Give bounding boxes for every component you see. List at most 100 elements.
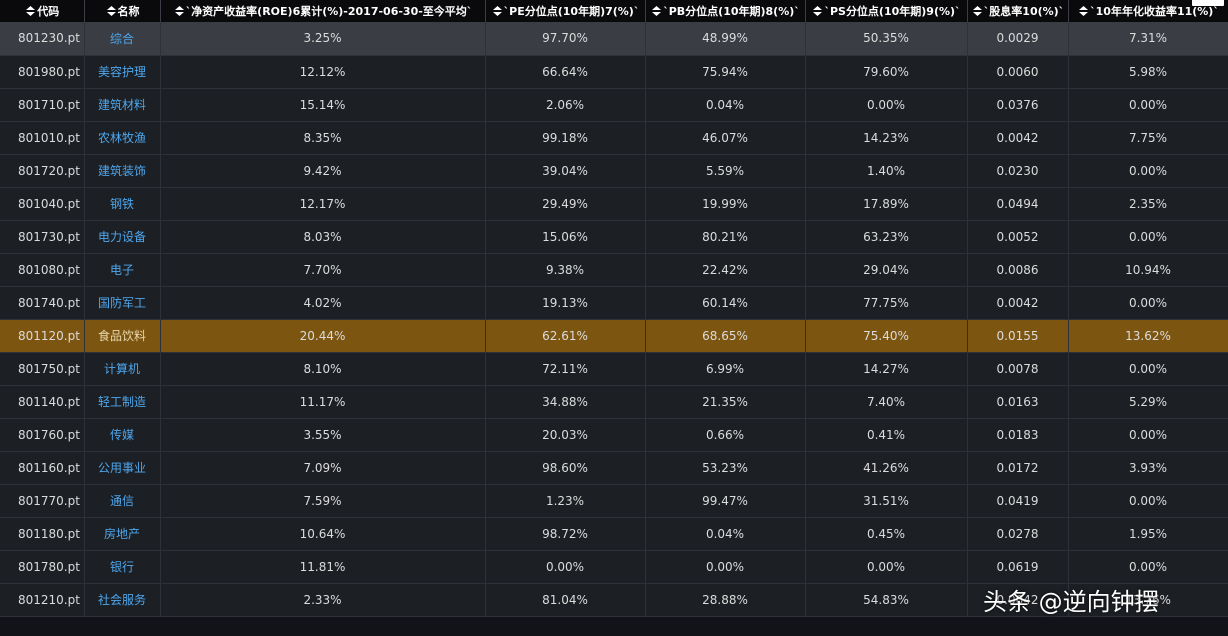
- pb-percentile-cell: 28.88%: [645, 583, 806, 617]
- sort-arrows-icon[interactable]: [972, 6, 982, 16]
- sort-arrows-icon[interactable]: [174, 6, 184, 16]
- name-link[interactable]: 电子: [84, 253, 161, 287]
- column-header-label: `PS分位点(10年期)9(%)`: [824, 5, 961, 18]
- sort-arrows-icon[interactable]: [1079, 6, 1089, 16]
- table-row[interactable]: 801080.pt 电子 7.70% 9.38% 22.42% 29.04% 0.0086 1…: [0, 253, 1228, 287]
- name-link[interactable]: 房地产: [84, 517, 161, 551]
- annual-return-cell: 0.00%: [1068, 352, 1228, 386]
- name-link[interactable]: 传媒: [84, 418, 161, 452]
- table-row[interactable]: 801120.pt 食品饮料 20.44% 62.61% 68.65% 75.40% 0.0…: [0, 319, 1228, 353]
- ps-percentile-cell: 75.40%: [805, 319, 968, 353]
- dividend-yield-cell: 0.0042: [967, 121, 1069, 155]
- code-cell: 801210.pt: [0, 583, 85, 617]
- table-row[interactable]: 801180.pt 房地产 10.64% 98.72% 0.04% 0.45% 0.0278…: [0, 517, 1228, 551]
- pb-percentile-cell: 0.00%: [645, 550, 806, 584]
- column-header-label: `净资产收益率(ROE)6累计(%)-2017-06-30-至今平均`: [185, 5, 473, 18]
- ps-percentile-cell: 1.40%: [805, 154, 968, 188]
- ps-percentile-cell: 0.00%: [805, 550, 968, 584]
- column-header-label: `PE分位点(10年期)7(%)`: [503, 5, 640, 18]
- roe-cell: 12.17%: [160, 187, 486, 221]
- table-row[interactable]: 801740.pt 国防军工 4.02% 19.13% 60.14% 77.75% 0.00…: [0, 286, 1228, 320]
- sort-arrows-icon[interactable]: [26, 6, 36, 16]
- table-row[interactable]: 801730.pt 电力设备 8.03% 15.06% 80.21% 63.23% 0.00…: [0, 220, 1228, 254]
- ps-percentile-cell: 79.60%: [805, 55, 968, 89]
- table-row[interactable]: 801760.pt 传媒 3.55% 20.03% 0.66% 0.41% 0.0183 0.…: [0, 418, 1228, 452]
- column-header-7[interactable]: `10年年化收益率11(%)`: [1068, 0, 1228, 22]
- column-header-5[interactable]: `PS分位点(10年期)9(%)`: [805, 0, 968, 22]
- pe-percentile-cell: 9.38%: [485, 253, 646, 287]
- pb-percentile-cell: 21.35%: [645, 385, 806, 419]
- column-header-1[interactable]: 名称: [84, 0, 161, 22]
- code-cell: 801770.pt: [0, 484, 85, 518]
- name-link[interactable]: 计算机: [84, 352, 161, 386]
- table-row[interactable]: 801040.pt 钢铁 12.17% 29.49% 19.99% 17.89% 0.049…: [0, 187, 1228, 221]
- dividend-yield-cell: 0.0086: [967, 253, 1069, 287]
- annual-return-cell: 5.29%: [1068, 385, 1228, 419]
- dividend-yield-cell: 0.0494: [967, 187, 1069, 221]
- dividend-yield-cell: 0.0163: [967, 385, 1069, 419]
- pe-percentile-cell: 66.64%: [485, 55, 646, 89]
- name-link[interactable]: 国防军工: [84, 286, 161, 320]
- table-row[interactable]: 801710.pt 建筑材料 15.14% 2.06% 0.04% 0.00% 0.0376…: [0, 88, 1228, 122]
- table-row[interactable]: 801720.pt 建筑装饰 9.42% 39.04% 5.59% 1.40% 0.0230…: [0, 154, 1228, 188]
- name-link[interactable]: 综合: [84, 22, 161, 56]
- sort-arrows-icon[interactable]: [813, 6, 823, 16]
- pe-percentile-cell: 19.13%: [485, 286, 646, 320]
- code-cell: 801120.pt: [0, 319, 85, 353]
- pb-percentile-cell: 0.04%: [645, 88, 806, 122]
- annual-return-cell: 0.00%: [1068, 154, 1228, 188]
- table-row[interactable]: 801140.pt 轻工制造 11.17% 34.88% 21.35% 7.40% 0.01…: [0, 385, 1228, 419]
- dividend-yield-cell: 0.0155: [967, 319, 1069, 353]
- name-link[interactable]: 社会服务: [84, 583, 161, 617]
- roe-cell: 11.17%: [160, 385, 486, 419]
- ps-percentile-cell: 0.00%: [805, 88, 968, 122]
- name-link[interactable]: 银行: [84, 550, 161, 584]
- roe-cell: 8.03%: [160, 220, 486, 254]
- sort-arrows-icon[interactable]: [106, 6, 116, 16]
- name-link[interactable]: 轻工制造: [84, 385, 161, 419]
- roe-cell: 7.70%: [160, 253, 486, 287]
- annual-return-cell: 0.00%: [1068, 286, 1228, 320]
- sort-arrows-icon[interactable]: [652, 6, 662, 16]
- column-header-4[interactable]: `PB分位点(10年期)8(%)`: [645, 0, 806, 22]
- column-header-2[interactable]: `净资产收益率(ROE)6累计(%)-2017-06-30-至今平均`: [160, 0, 486, 22]
- pb-percentile-cell: 0.04%: [645, 517, 806, 551]
- column-header-6[interactable]: `股息率10(%)`: [967, 0, 1069, 22]
- name-link[interactable]: 美容护理: [84, 55, 161, 89]
- ps-percentile-cell: 14.23%: [805, 121, 968, 155]
- name-link[interactable]: 通信: [84, 484, 161, 518]
- name-link[interactable]: 食品饮料: [84, 319, 161, 353]
- table-row[interactable]: 801770.pt 通信 7.59% 1.23% 99.47% 31.51% 0.0419 0…: [0, 484, 1228, 518]
- dividend-yield-cell: 0.0042: [967, 286, 1069, 320]
- name-link[interactable]: 建筑装饰: [84, 154, 161, 188]
- pe-percentile-cell: 99.18%: [485, 121, 646, 155]
- roe-cell: 2.33%: [160, 583, 486, 617]
- table-row[interactable]: 801010.pt 农林牧渔 8.35% 99.18% 46.07% 14.23% 0.00…: [0, 121, 1228, 155]
- column-header-0[interactable]: 代码: [0, 0, 85, 22]
- ps-percentile-cell: 77.75%: [805, 286, 968, 320]
- name-link[interactable]: 公用事业: [84, 451, 161, 485]
- pe-percentile-cell: 15.06%: [485, 220, 646, 254]
- table-row[interactable]: 801980.pt 美容护理 12.12% 66.64% 75.94% 79.60% 0.0…: [0, 55, 1228, 89]
- name-link[interactable]: 钢铁: [84, 187, 161, 221]
- annual-return-cell: 0.00%: [1068, 220, 1228, 254]
- corner-tab[interactable]: [1192, 0, 1224, 6]
- code-cell: 801160.pt: [0, 451, 85, 485]
- name-link[interactable]: 农林牧渔: [84, 121, 161, 155]
- pe-percentile-cell: 34.88%: [485, 385, 646, 419]
- pb-percentile-cell: 19.99%: [645, 187, 806, 221]
- table-row[interactable]: 801780.pt 银行 11.81% 0.00% 0.00% 0.00% 0.0619 0.…: [0, 550, 1228, 584]
- column-header-label: `股息率10(%)`: [983, 5, 1065, 18]
- code-cell: 801730.pt: [0, 220, 85, 254]
- table-row[interactable]: 801210.pt 社会服务 2.33% 81.04% 28.88% 54.83% 0.00…: [0, 583, 1228, 617]
- column-header-label: `PB分位点(10年期)8(%)`: [663, 5, 800, 18]
- annual-return-cell: 7.75%: [1068, 121, 1228, 155]
- table-row[interactable]: 801230.pt 综合 3.25% 97.70% 48.99% 50.35% 0.0029…: [0, 22, 1228, 56]
- name-link[interactable]: 电力设备: [84, 220, 161, 254]
- ps-percentile-cell: 54.83%: [805, 583, 968, 617]
- column-header-3[interactable]: `PE分位点(10年期)7(%)`: [485, 0, 646, 22]
- name-link[interactable]: 建筑材料: [84, 88, 161, 122]
- table-row[interactable]: 801750.pt 计算机 8.10% 72.11% 6.99% 14.27% 0.0078…: [0, 352, 1228, 386]
- sort-arrows-icon[interactable]: [492, 6, 502, 16]
- table-row[interactable]: 801160.pt 公用事业 7.09% 98.60% 53.23% 41.26% 0.01…: [0, 451, 1228, 485]
